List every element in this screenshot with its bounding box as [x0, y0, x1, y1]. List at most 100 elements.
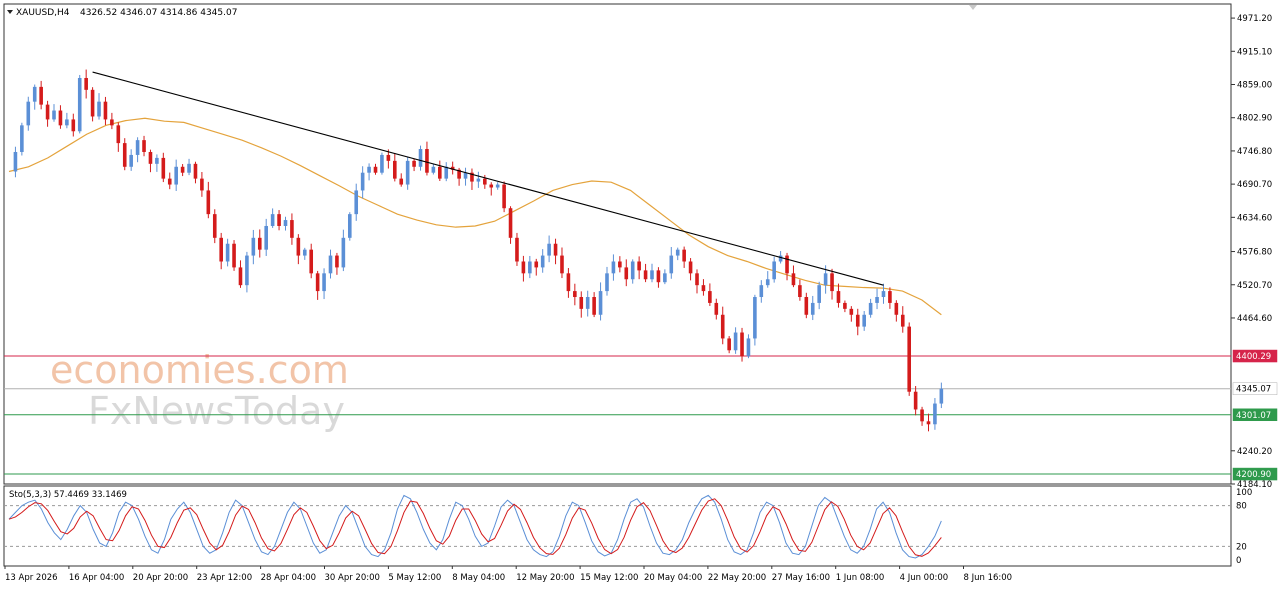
candle-body [71, 119, 76, 132]
candle-body [290, 220, 294, 238]
y-tick-label: 4520.70 [1237, 281, 1272, 291]
level-tag-bg [1232, 349, 1278, 363]
candle-body [598, 291, 603, 315]
watermark-economies: economies.com [50, 348, 349, 392]
candle-body [939, 388, 944, 404]
candle-body [470, 172, 474, 182]
x-tick-label: 13 Apr 2026 [5, 573, 58, 583]
x-tick-label: 22 May 20:00 [708, 573, 766, 583]
candle-body [913, 391, 918, 410]
trendline[interactable] [92, 71, 884, 286]
stoch-label: Sto(5,3,3) 57.4469 33.1469 [9, 490, 127, 500]
x-tick-label: 8 May 04:00 [452, 573, 505, 583]
ohlc-label: 4326.52 4346.07 4314.86 4345.07 [80, 8, 237, 18]
candle-body [193, 163, 198, 179]
candle-body [547, 243, 551, 256]
x-tick-label: 12 May 20:00 [516, 573, 574, 583]
candle-body [855, 314, 860, 327]
candle-body [483, 178, 487, 185]
candle-body [637, 261, 641, 271]
candle-body [495, 184, 500, 188]
candle-body [103, 101, 108, 120]
candle-body [521, 261, 526, 274]
candle-body [560, 255, 564, 274]
candle-body [309, 249, 314, 274]
candle-body [720, 314, 725, 339]
candle-body [212, 214, 217, 238]
candle-body [206, 190, 211, 215]
x-tick-label: 27 May 16:00 [772, 573, 830, 583]
x-tick-label: 8 Jun 16:00 [964, 573, 1013, 583]
x-tick-label: 4 Jun 00:00 [900, 573, 949, 583]
y-tick-label: 4802.90 [1237, 114, 1272, 124]
candle-body [508, 208, 513, 238]
candle-body [373, 166, 378, 173]
candle-body [77, 77, 82, 132]
y-tick-label: 4859.00 [1237, 81, 1272, 91]
candle-body [579, 297, 584, 309]
candle-body [52, 110, 56, 120]
candle-body [232, 243, 236, 268]
y-tick-label: 4971.20 [1237, 14, 1272, 24]
candle-body [875, 297, 879, 303]
candle-body [142, 140, 146, 152]
candle-body [277, 214, 281, 226]
candle-body [450, 166, 455, 170]
candle-body [245, 255, 249, 286]
y-tick-label: 4634.60 [1237, 213, 1272, 223]
candle-body [225, 243, 230, 262]
candle-body [354, 190, 359, 215]
candle-body [502, 184, 506, 209]
candle-body [753, 297, 757, 339]
stoch-signal-line[interactable] [8, 498, 942, 557]
candle-body [585, 297, 590, 309]
symbol-dropdown-icon[interactable] [7, 10, 13, 14]
x-tick-label: 16 Apr 04:00 [69, 573, 124, 583]
candle-body [84, 77, 88, 90]
stoch-main-line[interactable] [8, 494, 942, 559]
candle-body [682, 249, 686, 262]
candle-body [740, 332, 744, 357]
main-pane-frame [3, 3, 1232, 485]
candle-body [534, 261, 539, 268]
watermark-fxnewstoday: FxNewsToday [88, 389, 345, 433]
moving-average-line[interactable] [8, 117, 942, 316]
level-tag-bg [1232, 408, 1278, 422]
x-tick-label: 23 Apr 12:00 [197, 573, 252, 583]
candle-body [393, 160, 397, 179]
shift-marker-icon[interactable] [969, 5, 977, 10]
candle-body [650, 270, 654, 280]
stoch-y-tick-label: 20 [1236, 542, 1247, 552]
candle-body [187, 163, 191, 173]
candle-body [862, 314, 866, 327]
candle-body [624, 267, 629, 280]
candle-body [727, 338, 731, 351]
candle-body [425, 149, 429, 173]
candle-body [431, 166, 436, 173]
candle-body [605, 273, 609, 292]
candle-body [907, 326, 911, 392]
candle-body [630, 261, 635, 280]
candle-body [200, 178, 204, 191]
candle-body [122, 143, 127, 167]
candle-body [65, 119, 69, 126]
candle-body [933, 403, 937, 425]
candle-body [386, 154, 391, 161]
x-tick-label: 1 Jun 08:00 [836, 573, 885, 583]
candle-body [894, 302, 899, 315]
level-tag-4400.29: 4400.29 [1236, 352, 1271, 362]
candle-body [888, 291, 892, 303]
candle-body [926, 421, 931, 425]
candle-body [868, 302, 873, 315]
candle-body [643, 270, 648, 280]
candle-body [161, 157, 166, 179]
candle-body [110, 119, 114, 126]
candle-body [270, 214, 275, 226]
candle-body [167, 178, 172, 185]
candle-body [817, 285, 821, 303]
candle-body [39, 86, 43, 105]
x-tick-label: 20 Apr 20:00 [133, 573, 188, 583]
candle-body [920, 409, 924, 422]
